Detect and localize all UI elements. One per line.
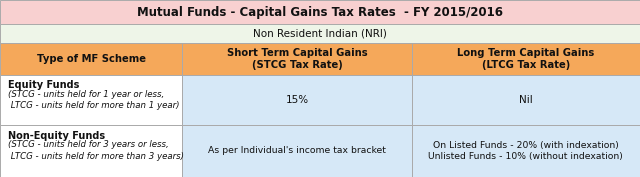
Text: Nil: Nil: [519, 95, 532, 105]
Text: Non-Equity Funds: Non-Equity Funds: [8, 131, 105, 141]
Text: (STCG - units held for 1 year or less,
 LTCG - units held for more than 1 year): (STCG - units held for 1 year or less, L…: [8, 90, 179, 110]
Text: Mutual Funds - Capital Gains Tax Rates  - FY 2015/2016: Mutual Funds - Capital Gains Tax Rates -…: [137, 6, 503, 19]
Text: Non Resident Indian (NRI): Non Resident Indian (NRI): [253, 29, 387, 39]
FancyBboxPatch shape: [412, 43, 640, 75]
FancyBboxPatch shape: [182, 43, 412, 75]
FancyBboxPatch shape: [412, 75, 640, 125]
Text: On Listed Funds - 20% (with indexation)
Unlisted Funds - 10% (without indexation: On Listed Funds - 20% (with indexation) …: [428, 141, 623, 161]
Text: 15%: 15%: [285, 95, 308, 105]
FancyBboxPatch shape: [0, 0, 640, 24]
FancyBboxPatch shape: [0, 125, 182, 177]
FancyBboxPatch shape: [412, 125, 640, 177]
FancyBboxPatch shape: [0, 75, 182, 125]
Text: Long Term Capital Gains
(LTCG Tax Rate): Long Term Capital Gains (LTCG Tax Rate): [457, 48, 595, 70]
Text: Equity Funds: Equity Funds: [8, 80, 79, 90]
Text: Short Term Capital Gains
(STCG Tax Rate): Short Term Capital Gains (STCG Tax Rate): [227, 48, 367, 70]
Text: (STCG - units held for 3 years or less,
 LTCG - units held for more than 3 years: (STCG - units held for 3 years or less, …: [8, 140, 184, 161]
FancyBboxPatch shape: [182, 75, 412, 125]
FancyBboxPatch shape: [182, 125, 412, 177]
Text: As per Individual's income tax bracket: As per Individual's income tax bracket: [208, 147, 386, 155]
Text: Type of MF Scheme: Type of MF Scheme: [36, 54, 146, 64]
FancyBboxPatch shape: [0, 24, 640, 43]
FancyBboxPatch shape: [0, 43, 182, 75]
